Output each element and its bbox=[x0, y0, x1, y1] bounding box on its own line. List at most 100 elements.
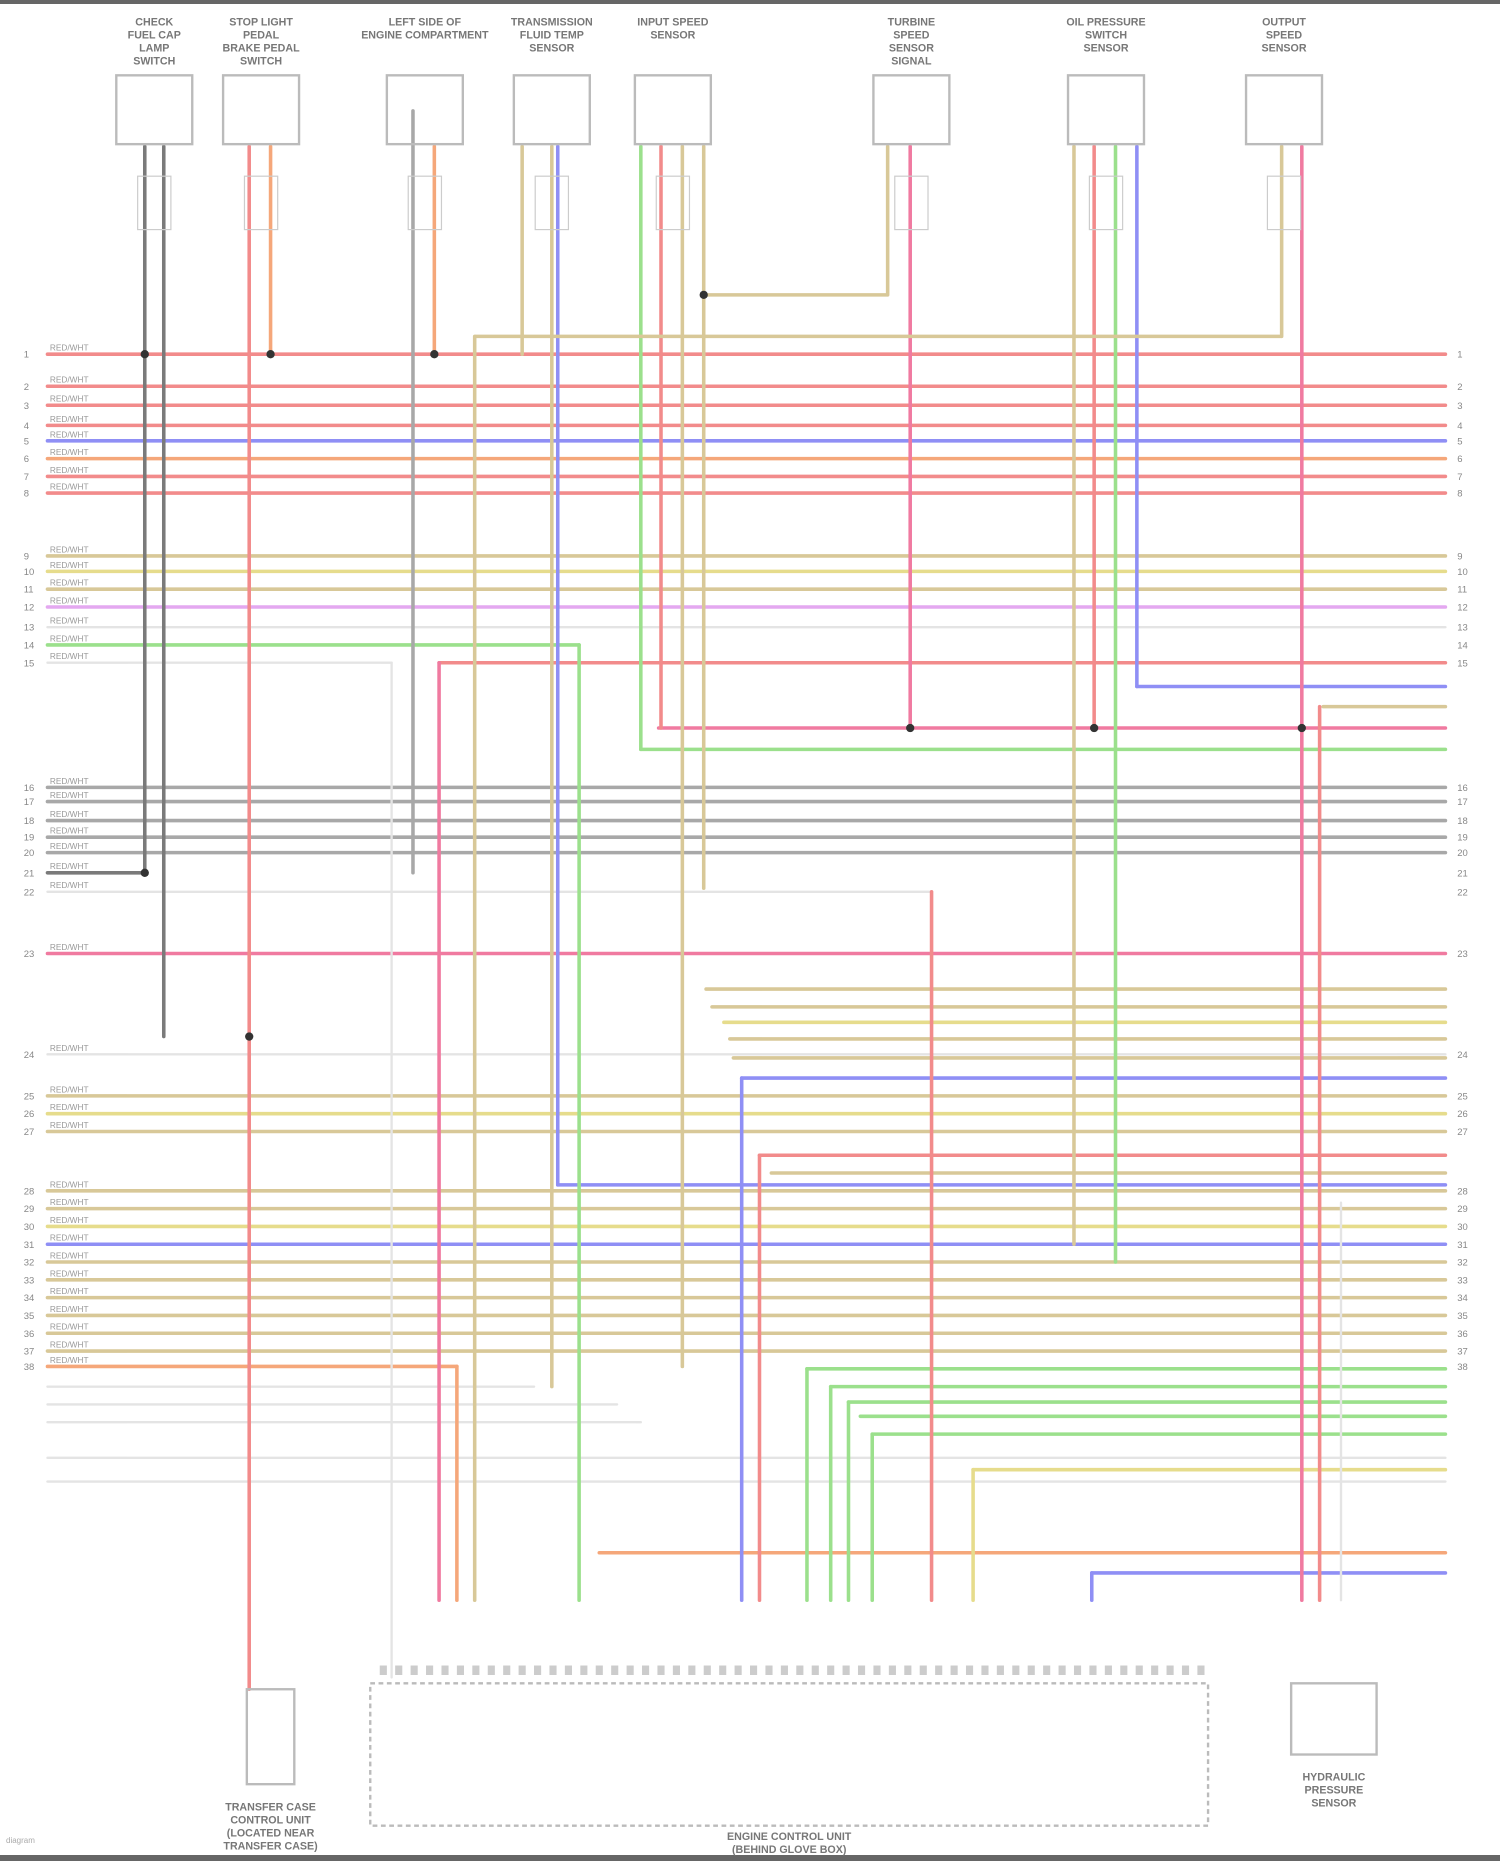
wire-color-code: RED/WHT bbox=[50, 1304, 89, 1314]
ecu-pin bbox=[1089, 1665, 1097, 1676]
pin-number-left: 1 bbox=[24, 350, 29, 361]
pin-number-left: 33 bbox=[24, 1275, 35, 1286]
component-c3 bbox=[385, 74, 465, 146]
pin-number-right: 38 bbox=[1457, 1362, 1468, 1373]
wire-color-code: RED/WHT bbox=[50, 826, 89, 836]
wire-color-code: RED/WHT bbox=[50, 1215, 89, 1225]
pin-number-right: 3 bbox=[1457, 401, 1462, 412]
ecu-pin bbox=[503, 1665, 511, 1676]
pin-number-right: 37 bbox=[1457, 1347, 1468, 1358]
component-c7 bbox=[1066, 74, 1146, 146]
pin-number-left: 3 bbox=[24, 401, 29, 412]
ecu-pin bbox=[765, 1665, 773, 1676]
wire-color-code: RED/WHT bbox=[50, 1322, 89, 1332]
component-label: BRAKE PEDAL bbox=[223, 43, 301, 55]
component-label: CHECK bbox=[135, 16, 173, 28]
pin-number-right: 33 bbox=[1457, 1275, 1468, 1286]
wire-color-code: RED/WHT bbox=[50, 1233, 89, 1243]
splice-dot bbox=[1297, 723, 1306, 733]
ecu-pin bbox=[703, 1665, 711, 1676]
component-label: PEDAL bbox=[243, 30, 280, 42]
pin-number-right: 18 bbox=[1457, 816, 1468, 827]
pin-number-left: 8 bbox=[24, 489, 29, 500]
ecu-pin bbox=[549, 1665, 557, 1676]
pin-number-left: 24 bbox=[24, 1050, 35, 1061]
component-c6 bbox=[872, 74, 951, 146]
ecu-pin bbox=[1181, 1665, 1190, 1676]
splice-dot bbox=[906, 723, 915, 733]
component-label: SIGNAL bbox=[891, 56, 932, 68]
wire-color-code: RED/WHT bbox=[50, 633, 89, 643]
pin-number-left: 29 bbox=[24, 1204, 35, 1215]
wire-color-code: RED/WHT bbox=[50, 880, 89, 890]
pin-number-right: 25 bbox=[1457, 1091, 1468, 1102]
component-label: STOP LIGHT bbox=[229, 16, 293, 28]
pin-number-right: 4 bbox=[1457, 421, 1462, 432]
ecu-pin bbox=[1012, 1665, 1020, 1676]
wire-color-code: RED/WHT bbox=[50, 1043, 89, 1053]
ecu-pin bbox=[441, 1665, 449, 1676]
connector bbox=[655, 175, 691, 231]
connector bbox=[1088, 175, 1124, 231]
wire-color-code: RED/WHT bbox=[50, 1339, 89, 1349]
ecu-pin bbox=[688, 1665, 696, 1676]
wire-color-code: RED/WHT bbox=[50, 394, 89, 404]
pin-number-left: 5 bbox=[24, 436, 29, 447]
ecu-pin bbox=[1197, 1665, 1205, 1676]
pin-number-left: 21 bbox=[24, 868, 35, 879]
ecu-pin bbox=[487, 1665, 495, 1676]
ecu-pin bbox=[456, 1665, 465, 1676]
wire-color-code: RED/WHT bbox=[50, 651, 89, 661]
pin-number-right: 16 bbox=[1457, 783, 1468, 794]
wire-color-code: RED/WHT bbox=[50, 1355, 89, 1365]
connector bbox=[243, 175, 279, 231]
component-label: SENSOR bbox=[1083, 43, 1128, 55]
component-label: HYDRAULIC bbox=[1302, 1772, 1365, 1784]
wire-color-code: RED/WHT bbox=[50, 1197, 89, 1207]
pin-number-left: 28 bbox=[24, 1186, 35, 1197]
component-b3 bbox=[1289, 1682, 1378, 1756]
connector bbox=[1266, 175, 1302, 231]
component-label: LEFT SIDE OF bbox=[389, 16, 462, 28]
wire-color-code: RED/WHT bbox=[50, 841, 89, 851]
wire-color-code: RED/WHT bbox=[50, 1102, 89, 1112]
wire-color-code: RED/WHT bbox=[50, 809, 89, 819]
ecu-pin bbox=[518, 1665, 526, 1676]
pin-number-left: 32 bbox=[24, 1258, 35, 1269]
pin-number-right: 24 bbox=[1457, 1050, 1468, 1061]
pin-number-left: 14 bbox=[24, 641, 35, 652]
ecu-pin bbox=[672, 1665, 680, 1676]
pin-number-left: 12 bbox=[24, 603, 35, 614]
ecu-pin bbox=[950, 1665, 958, 1676]
ecu-pin bbox=[410, 1665, 418, 1676]
pin-number-right: 20 bbox=[1457, 848, 1468, 859]
pin-number-left: 18 bbox=[24, 816, 35, 827]
pin-number-left: 30 bbox=[24, 1222, 35, 1233]
component-label: SENSOR bbox=[889, 43, 934, 55]
component-label: SENSOR bbox=[650, 30, 695, 42]
pin-number-left: 27 bbox=[24, 1127, 35, 1138]
ecu-pin bbox=[1043, 1665, 1051, 1676]
component-c1 bbox=[115, 74, 194, 146]
ecu-pin bbox=[965, 1665, 974, 1676]
pin-number-left: 37 bbox=[24, 1347, 35, 1358]
pin-number-left: 16 bbox=[24, 783, 35, 794]
pin-number-left: 9 bbox=[24, 551, 29, 562]
pin-number-left: 38 bbox=[24, 1362, 35, 1373]
pin-number-left: 36 bbox=[24, 1329, 35, 1340]
splice-dot bbox=[140, 868, 149, 877]
pin-number-left: 22 bbox=[24, 887, 35, 898]
pin-number-left: 13 bbox=[24, 623, 35, 634]
pin-number-left: 25 bbox=[24, 1091, 35, 1102]
pin-number-left: 2 bbox=[24, 382, 29, 393]
component-label: LAMP bbox=[139, 43, 169, 55]
component-label: FLUID TEMP bbox=[520, 30, 584, 42]
ecu-pin bbox=[873, 1665, 881, 1676]
wire-color-code: RED/WHT bbox=[50, 429, 89, 439]
connector bbox=[137, 175, 172, 231]
wire-color-code: RED/WHT bbox=[50, 942, 89, 952]
wire-color-code: RED/WHT bbox=[50, 414, 89, 424]
wire-color-code: RED/WHT bbox=[50, 1084, 89, 1094]
component-b2 bbox=[369, 1682, 1210, 1827]
